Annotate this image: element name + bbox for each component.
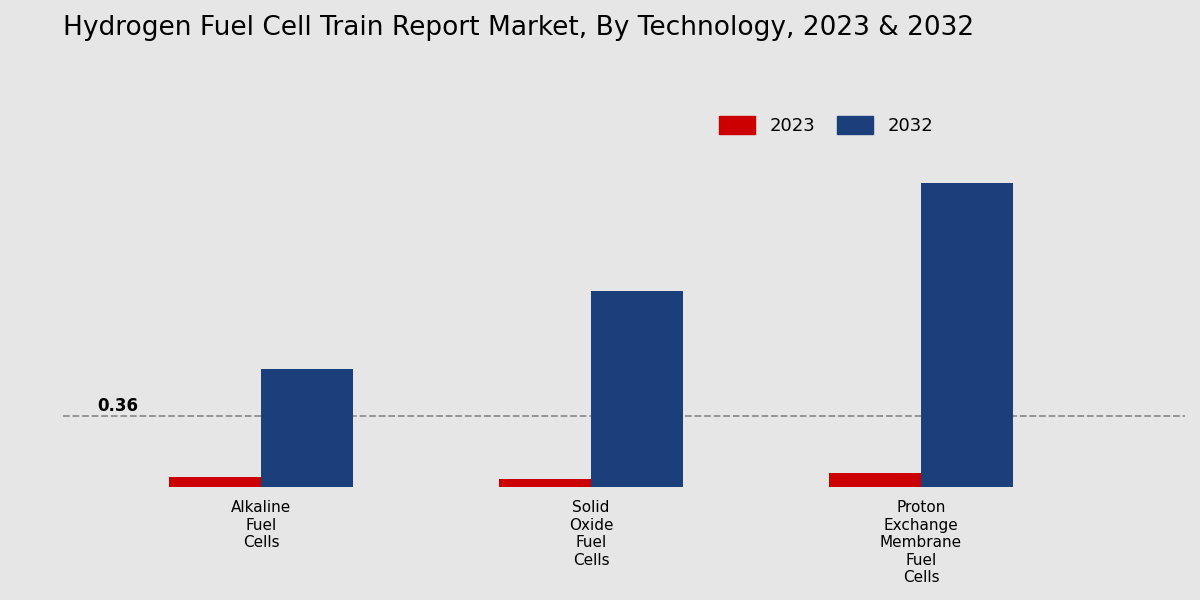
Bar [168, 477, 262, 487]
Bar [828, 473, 922, 487]
Bar [262, 369, 353, 487]
Text: Hydrogen Fuel Cell Train Report Market, By Technology, 2023 & 2032: Hydrogen Fuel Cell Train Report Market, … [64, 15, 974, 41]
Bar [499, 479, 592, 487]
Bar [922, 183, 1014, 487]
Legend: 2023, 2032: 2023, 2032 [712, 109, 941, 142]
Text: 0.36: 0.36 [97, 397, 138, 415]
Bar [592, 291, 684, 487]
